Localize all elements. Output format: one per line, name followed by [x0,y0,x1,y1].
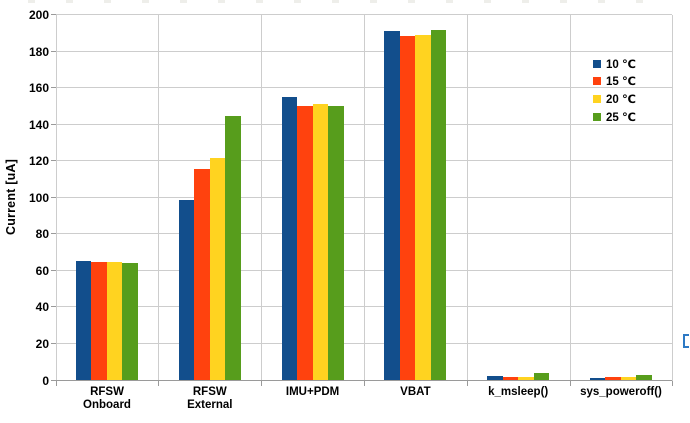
bar-k-msleep-15 [502,376,519,381]
bar-k-msleep-25 [533,373,550,381]
y-axis-tick [50,87,56,89]
y-gridline [55,233,673,235]
category-label-k-msleep: k_msleep() [488,386,549,398]
y-tick-label: 40 [35,300,49,315]
bar-sys-poweroff-20 [620,376,637,381]
y-tick-label: 180 [28,44,49,59]
bar-rfsw-onboard-25 [122,262,138,381]
bar-sys-poweroff-10 [589,377,606,381]
y-tick-label: 60 [35,263,49,278]
legend-label: 10 ℃ [606,58,636,71]
y-gridline [55,87,673,89]
y-axis-tick [50,269,56,271]
y-tick-label: 160 [28,81,49,96]
legend-item-20: 20 ℃ [593,90,636,108]
x-gridline [466,15,468,381]
bar-k-msleep-20 [518,376,534,381]
x-axis-tick [466,380,468,386]
legend-item-15: 15 ℃ [593,73,636,91]
legend: 10 ℃ 15 ℃ 20 ℃ 25 ℃ [593,55,636,125]
x-gridline [363,15,365,381]
y-tick-label: 200 [28,8,49,22]
y-axis-tick [50,379,56,381]
y-tick-label: 140 [28,117,49,132]
legend-swatch-25 [593,112,601,121]
category-label-rfsw-onboard: RFSW Onboard [83,386,131,411]
bar-rfsw-external-20 [209,157,226,381]
bar-imu-pdm-15 [297,106,313,381]
y-gridline [55,14,673,15]
y-gridline [55,123,673,125]
y-tick-label: 20 [35,336,49,351]
x-gridline [55,15,57,381]
bar-imu-pdm-25 [328,106,344,381]
bar-rfsw-external-25 [225,115,241,381]
bar-vbat-10 [384,31,400,381]
category-label-sys-poweroff: sys_poweroff() [580,386,662,398]
y-gridline [55,196,673,198]
bar-k-msleep-10 [487,375,503,381]
category-label-imu-pdm: IMU+PDM [285,386,340,398]
y-axis-tick [50,123,56,125]
bar-sys-poweroff-25 [636,375,652,381]
x-axis-tick [261,380,263,386]
legend-label: 20 ℃ [606,93,636,106]
y-axis-tick [50,50,56,52]
bar-rfsw-external-10 [178,199,195,381]
y-axis-tick [50,343,56,344]
legend-item-10: 10 ℃ [593,55,636,73]
x-axis-line [55,379,673,381]
x-gridline [672,15,674,381]
y-axis-tick [50,233,56,235]
legend-swatch-20 [593,94,601,103]
x-gridline [158,15,160,381]
y-axis-tick [50,196,56,198]
y-axis-tick [50,306,56,308]
x-axis-tick [55,380,57,386]
bar-rfsw-external-15 [194,168,210,381]
x-axis-tick [672,380,674,386]
y-tick-label: 80 [35,227,49,242]
legend-item-25: 25 ℃ [593,108,636,126]
legend-swatch-15 [593,77,601,86]
plot-area [50,14,674,386]
legend-swatch-10 [593,59,601,68]
bar-sys-poweroff-15 [605,376,621,381]
category-label-rfsw-external: RFSW External [187,386,233,411]
y-gridline [55,343,673,344]
bar-vbat-15 [399,36,416,381]
y-gridline [55,50,673,52]
y-tick-label: 0 [42,373,49,388]
y-axis-tick-labels: 0 20 40 60 80 100 120 140 160 180 200 [0,0,49,423]
legend-label: 25 ℃ [606,111,636,124]
y-gridline [55,269,673,271]
bar-rfsw-onboard-10 [75,260,92,381]
x-gridline [569,15,571,381]
cropped-text-artifact [28,0,668,3]
y-gridline [55,306,673,308]
bar-rfsw-onboard-20 [106,261,123,381]
bar-imu-pdm-20 [312,103,329,381]
bar-vbat-20 [415,35,431,381]
y-axis-tick [50,14,56,15]
y-tick-label: 120 [28,154,49,169]
blue-bracket-artifact [683,334,689,348]
x-axis-tick [158,380,160,386]
y-axis-tick [50,160,56,162]
y-gridline [55,160,673,162]
bar-imu-pdm-10 [281,97,298,381]
y-tick-label: 100 [28,190,49,205]
bar-rfsw-onboard-15 [91,261,107,381]
x-gridline [261,15,263,381]
bar-vbat-25 [430,29,447,381]
x-axis-tick [363,380,365,386]
category-label-vbat: VBAT [400,386,431,398]
legend-label: 15 ℃ [606,76,636,89]
x-axis-tick [569,380,571,386]
